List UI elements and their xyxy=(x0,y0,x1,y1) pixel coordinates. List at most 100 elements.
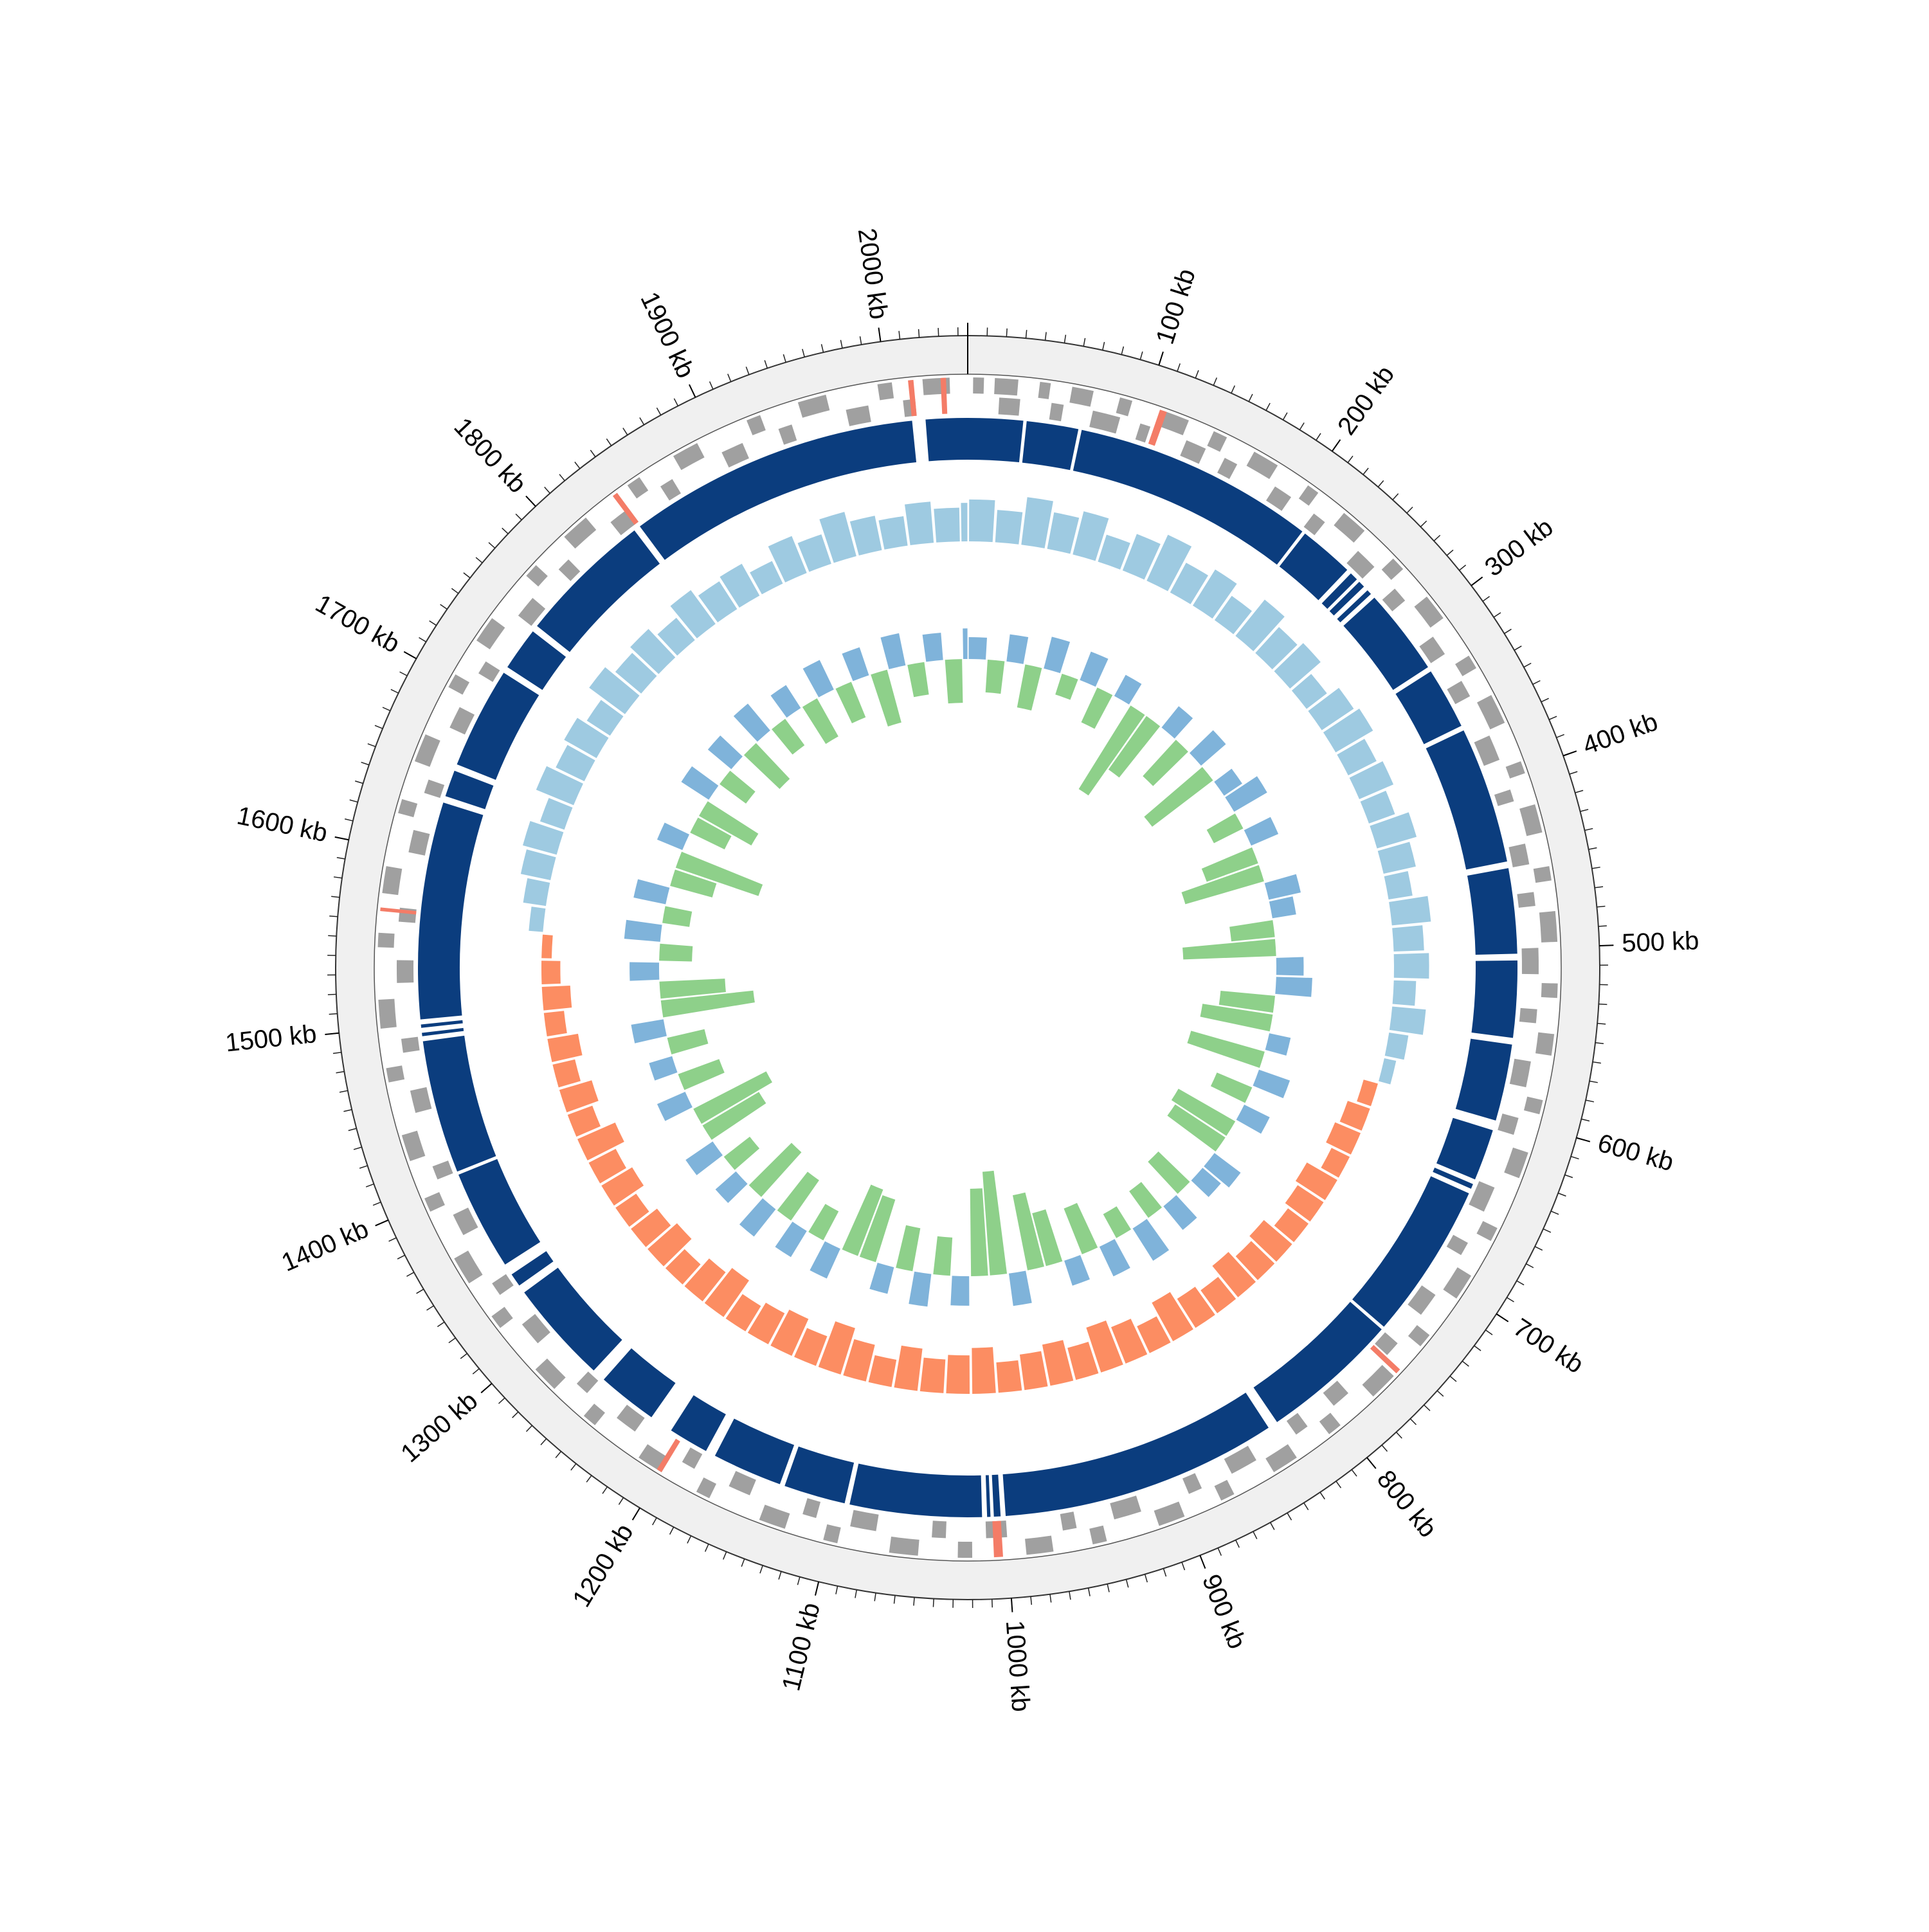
major-tick xyxy=(376,1220,388,1226)
gene xyxy=(1534,866,1552,883)
minor-tick xyxy=(333,1052,341,1054)
gc-content-bar xyxy=(1064,1203,1098,1254)
minor-tick xyxy=(391,689,399,693)
gc-skew-bar xyxy=(920,1358,946,1393)
gc-content-bar xyxy=(1276,957,1304,976)
minor-tick xyxy=(1524,663,1531,667)
minor-tick xyxy=(1535,1247,1543,1250)
minor-tick xyxy=(545,487,550,494)
gc-content-bar xyxy=(681,766,718,800)
gene xyxy=(1541,983,1558,998)
gene xyxy=(1304,514,1325,536)
gc-skew-bar xyxy=(961,503,967,541)
gc-content-bar xyxy=(631,1019,666,1043)
minor-tick xyxy=(328,935,336,936)
minor-tick xyxy=(430,621,437,626)
contig xyxy=(1253,1302,1381,1422)
gc-skew-bar xyxy=(1389,896,1431,926)
major-tick xyxy=(1011,1598,1013,1612)
major-tick xyxy=(1471,577,1483,586)
gc-skew-bar xyxy=(1379,1058,1396,1085)
minor-tick xyxy=(1592,867,1600,869)
gene xyxy=(1323,1381,1348,1406)
gc-skew-bar xyxy=(1357,1079,1378,1106)
gc-content-bar xyxy=(802,698,838,744)
gene xyxy=(1299,485,1318,506)
contig xyxy=(422,1028,464,1036)
x-tick-label: 200 kb xyxy=(1332,361,1400,440)
minor-tick xyxy=(1393,494,1399,500)
minor-tick xyxy=(464,573,470,578)
gene xyxy=(1215,1480,1235,1501)
minor-tick xyxy=(705,1544,709,1552)
contig xyxy=(446,771,494,809)
x-tick-label: 600 kb xyxy=(1595,1129,1677,1177)
gc-content-bar xyxy=(968,637,987,660)
minor-tick xyxy=(899,331,900,339)
gc-skew-bar xyxy=(878,516,907,550)
gene xyxy=(1049,403,1064,422)
gene xyxy=(386,1065,404,1082)
minor-tick xyxy=(1182,1562,1184,1570)
major-tick xyxy=(481,1384,492,1393)
gc-skew-bar xyxy=(521,849,556,880)
gene xyxy=(1455,656,1476,676)
minor-tick xyxy=(1437,1391,1444,1396)
minor-tick xyxy=(361,763,369,765)
minor-tick xyxy=(527,1425,532,1431)
gc-skew-bar xyxy=(969,500,995,542)
gc-content-bar xyxy=(808,1204,838,1240)
gene xyxy=(1089,411,1120,434)
minor-tick xyxy=(1474,1346,1481,1351)
gene xyxy=(994,378,1019,395)
minor-tick xyxy=(1595,1043,1604,1044)
gene xyxy=(682,1447,702,1468)
gc-content-bar xyxy=(1148,1151,1190,1194)
contig xyxy=(715,1419,794,1485)
minor-tick xyxy=(1595,887,1603,888)
gene xyxy=(1474,736,1500,766)
gc-content-bar xyxy=(810,1241,840,1279)
gene xyxy=(1419,636,1445,663)
gc-content-bar xyxy=(1269,896,1296,918)
gene xyxy=(1110,1495,1141,1519)
gc-content-bar xyxy=(720,771,756,804)
minor-tick xyxy=(1006,329,1007,337)
gc-content-bar xyxy=(777,1171,819,1220)
gene xyxy=(628,477,649,498)
gc-content-bar xyxy=(678,1059,725,1090)
x-tick-label: 300 kb xyxy=(1480,513,1558,582)
minor-tick xyxy=(1316,433,1321,440)
gc-content-bar xyxy=(803,660,834,698)
minor-tick xyxy=(556,1451,561,1458)
rna-feature xyxy=(380,907,416,914)
minor-tick xyxy=(586,1476,592,1482)
gc-skew-bar xyxy=(529,907,545,932)
gc-content-bar xyxy=(657,822,689,850)
major-tick xyxy=(689,384,695,397)
gene xyxy=(424,779,444,798)
gene xyxy=(932,1521,946,1538)
minor-tick xyxy=(1580,809,1589,811)
minor-tick xyxy=(1103,342,1105,350)
minor-tick xyxy=(1253,1531,1257,1539)
gc-skew-bar xyxy=(1392,925,1424,952)
minor-tick xyxy=(449,1338,456,1343)
x-tick-label: 1800 kb xyxy=(448,412,531,498)
minor-tick xyxy=(1598,1004,1607,1005)
minor-tick xyxy=(1145,1575,1148,1582)
minor-tick xyxy=(1462,1361,1469,1366)
gene xyxy=(1447,1235,1468,1256)
gene xyxy=(1519,1008,1537,1024)
gc-content-bar xyxy=(1182,939,1276,959)
x-tick-label: 1500 kb xyxy=(224,1020,318,1057)
major-tick xyxy=(1200,1555,1205,1568)
minor-tick xyxy=(541,1439,547,1445)
minor-tick xyxy=(657,408,660,415)
gc-skew-bar xyxy=(1021,497,1053,548)
contig xyxy=(1343,598,1428,690)
minor-tick xyxy=(1195,370,1199,378)
minor-tick xyxy=(473,1369,479,1374)
gc-content-bar xyxy=(649,1056,677,1081)
x-tick-label: 1400 kb xyxy=(277,1214,372,1277)
